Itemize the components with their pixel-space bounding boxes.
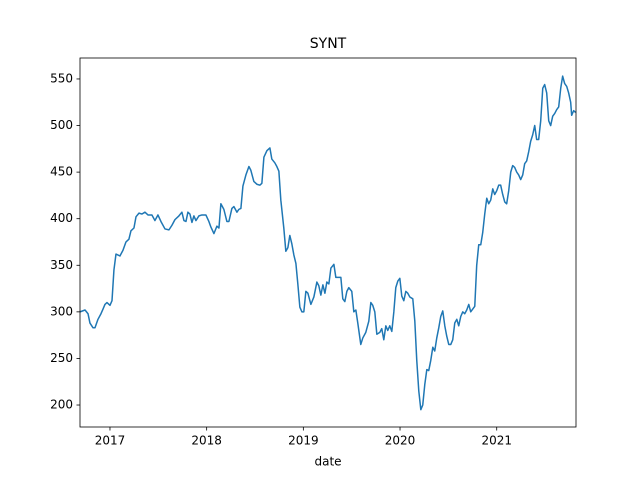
y-tick-label: 400 (50, 211, 73, 225)
y-tick-label: 500 (50, 118, 73, 132)
x-tick-label: 2019 (288, 434, 319, 448)
y-tick-label: 450 (50, 165, 73, 179)
x-tick-label: 2021 (481, 434, 512, 448)
x-axis-label: date (314, 455, 341, 469)
x-tick-label: 2018 (191, 434, 222, 448)
plot-frame (79, 57, 577, 428)
x-tick-label: 2020 (385, 434, 416, 448)
x-tick-label: 2017 (95, 434, 126, 448)
y-tick-label: 350 (50, 258, 73, 272)
y-tick-label: 550 (50, 71, 73, 85)
y-tick-label: 250 (50, 351, 73, 365)
y-tick-label: 200 (50, 398, 73, 412)
chart-title: SYNT (310, 36, 347, 52)
line-series (79, 75, 577, 411)
y-tick-label: 300 (50, 304, 73, 318)
